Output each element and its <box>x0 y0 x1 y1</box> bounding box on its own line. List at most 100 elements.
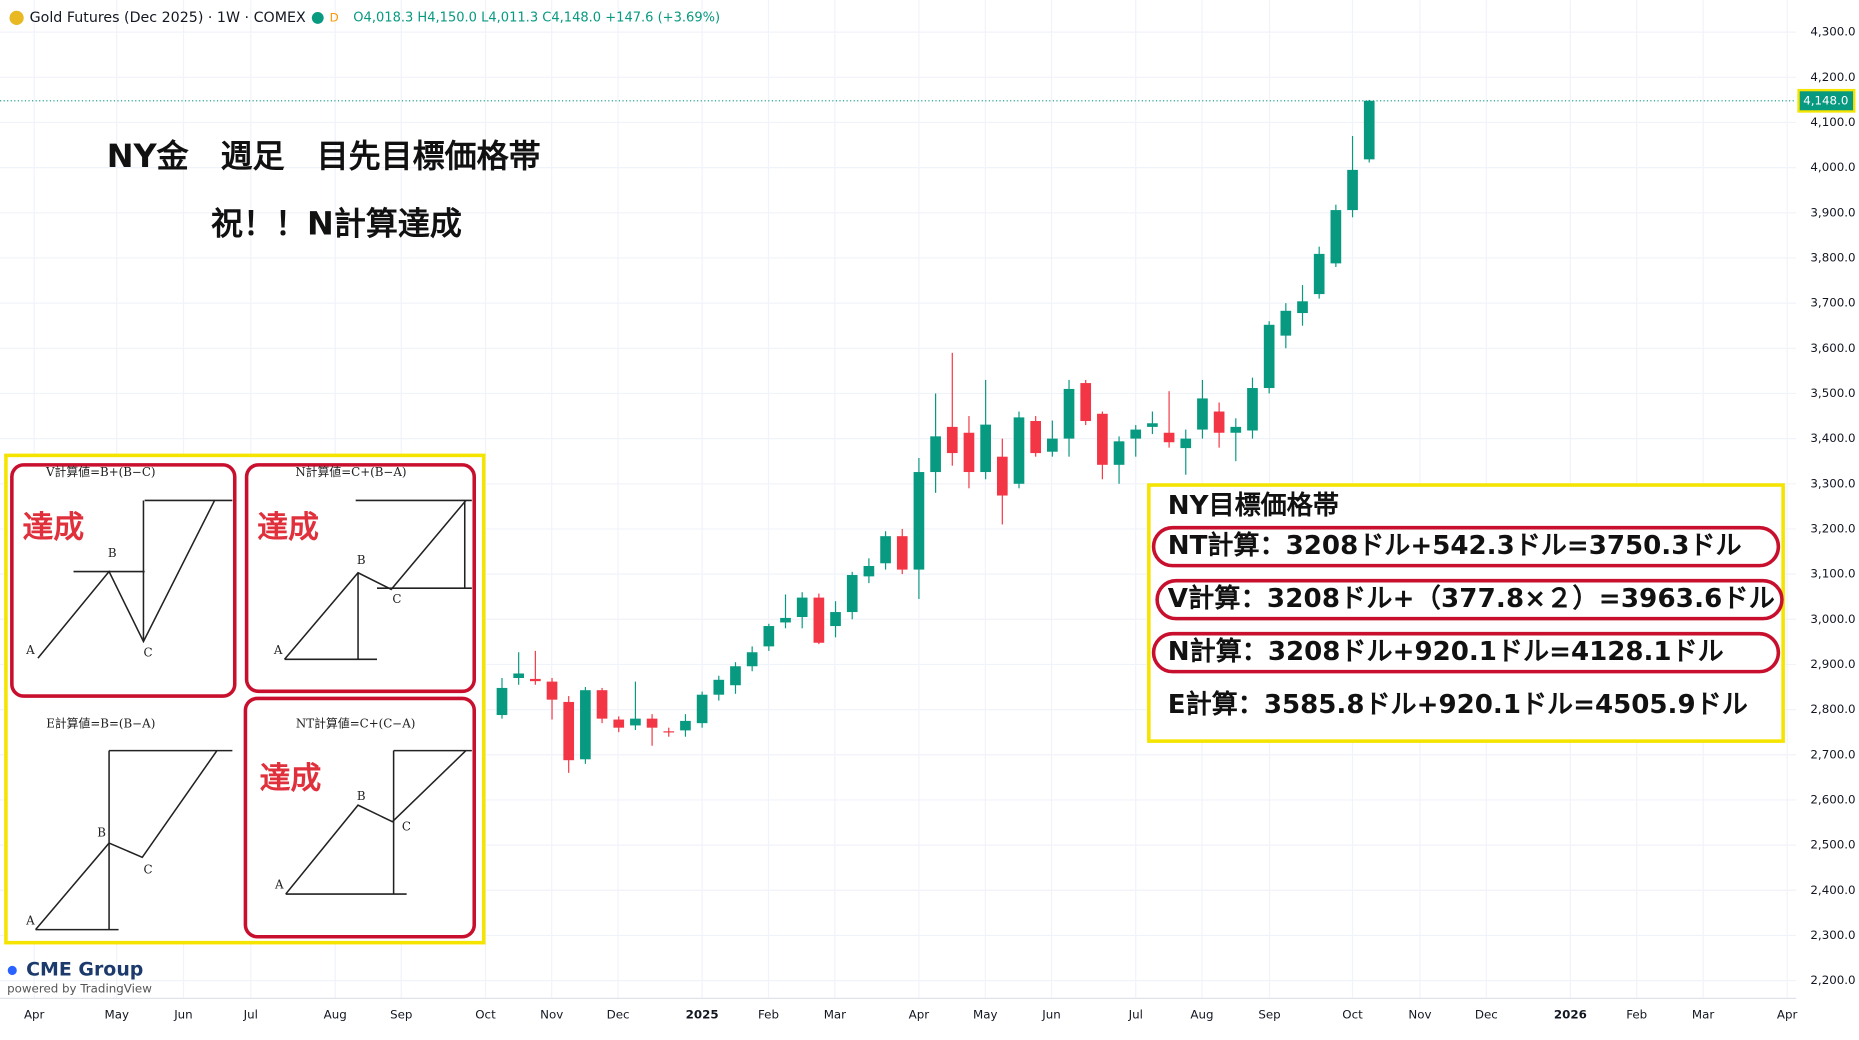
point-label: A <box>274 878 284 892</box>
candle-body <box>1363 100 1375 160</box>
panel-frame <box>244 463 477 694</box>
panel-frame <box>243 696 477 939</box>
x-tick-label: Oct <box>1342 1007 1363 1021</box>
candle-body <box>880 536 891 564</box>
y-tick-label: 3,900.0 <box>1810 205 1855 219</box>
point-label: C <box>392 592 401 606</box>
y-tick-label: 3,600.0 <box>1810 341 1855 355</box>
y-tick-label: 2,600.0 <box>1810 792 1855 806</box>
candle-body <box>496 687 508 716</box>
x-tick-label: Jul <box>243 1007 258 1021</box>
inset: V計算値=B+(B−C) A B C 達成 N計算値=C+(B−A) A B C 達成 E計算値=B… <box>4 453 486 945</box>
candle-body <box>980 424 991 473</box>
x-tick-label: Dec <box>607 1007 630 1021</box>
x-tick-label: 2026 <box>1554 1007 1587 1021</box>
candle-body <box>996 456 1008 496</box>
candle-body <box>663 731 675 733</box>
delay-badge: D <box>330 10 339 24</box>
candle-body <box>1263 324 1275 389</box>
y-tick-label: 2,400.0 <box>1810 883 1855 897</box>
x-tick-label: 2025 <box>686 1007 719 1021</box>
highlight-ring <box>1155 578 1784 621</box>
candle-body <box>730 666 741 686</box>
wave-line <box>285 750 467 895</box>
candle-body <box>813 597 825 643</box>
point-label: B <box>357 553 366 567</box>
x-tick-label: Feb <box>758 1007 779 1021</box>
x-tick-label: Apr <box>1777 1007 1798 1021</box>
candle-body <box>580 690 591 760</box>
candle-body <box>1147 423 1158 427</box>
candle-body <box>613 719 625 728</box>
x-tick-label: Aug <box>324 1007 347 1021</box>
point-label: B <box>97 826 106 840</box>
x-tick-label: May <box>104 1007 128 1021</box>
y-tick-label: 3,300.0 <box>1810 476 1855 490</box>
x-tick-label: Mar <box>824 1007 846 1021</box>
candle-body <box>546 681 558 700</box>
candle-body <box>530 678 541 682</box>
candle-body <box>863 565 875 577</box>
y-tick-label: 4,300.0 <box>1810 25 1855 39</box>
panel-formula: E計算値=B=(B−A) <box>46 717 155 731</box>
symbol-title: Gold Futures (Dec 2025) · 1W · COMEX <box>30 10 306 26</box>
price-tag-label: 4,148.0 <box>1803 93 1848 107</box>
candle-body <box>1163 432 1175 443</box>
point-label: B <box>108 546 117 560</box>
y-tick-label: 3,500.0 <box>1810 386 1855 400</box>
candle-body <box>830 612 841 627</box>
price-tag <box>1797 88 1856 113</box>
candle-body <box>646 718 658 728</box>
y-tick-label: 4,100.0 <box>1810 115 1855 129</box>
target-row: V計算：3208ドル+（377.8×２）=3963.6ドル <box>1168 583 1775 614</box>
y-tick-label: 2,800.0 <box>1810 702 1855 716</box>
candle-body <box>1030 421 1042 454</box>
candle-body <box>1063 388 1075 439</box>
candle-body <box>596 690 608 719</box>
y-tick-label: 3,000.0 <box>1810 612 1855 626</box>
x-tick-label: Oct <box>475 1007 496 1021</box>
point-label: C <box>402 820 411 834</box>
y-tick-label: 2,900.0 <box>1810 657 1855 671</box>
y-tick-label: 3,200.0 <box>1810 521 1855 535</box>
ohlc: O4,018.3 H4,150.0 L4,011.3 C4,148.0 +147… <box>353 10 720 25</box>
candle-body <box>896 536 908 570</box>
y-tick-label: 2,500.0 <box>1810 838 1855 852</box>
candle-body <box>1313 253 1325 295</box>
x-tick-label: Nov <box>1408 1007 1431 1021</box>
candle-body <box>1113 441 1125 465</box>
panel-formula: NT計算値=C+(C−A) <box>296 717 415 731</box>
y-tick-label: 4,200.0 <box>1810 70 1855 84</box>
target-box: NY目標価格帯 NT計算：3208ドル+542.3ドル=3750.3ドル V計算：… <box>1147 483 1785 743</box>
panel-frame <box>10 463 237 698</box>
x-tick-label: Apr <box>24 1007 45 1021</box>
candle-body <box>1330 210 1342 264</box>
candle-body <box>1013 417 1025 484</box>
point-label: A <box>25 913 35 927</box>
x-tick-label: Apr <box>909 1007 930 1021</box>
candle-body <box>746 652 758 667</box>
candle-body <box>946 426 958 454</box>
point-label: B <box>357 789 366 803</box>
x-tick-label: Jun <box>1041 1007 1061 1021</box>
point-label: C <box>143 645 152 659</box>
candle-body <box>1197 398 1208 430</box>
candle-body <box>1247 388 1258 431</box>
wave-line <box>34 750 218 931</box>
branding-powered: powered by TradingView <box>7 981 152 995</box>
candle-body <box>1097 413 1108 465</box>
highlight-ring <box>1151 631 1781 674</box>
candle-body <box>1280 310 1292 336</box>
candle-body <box>1080 383 1092 422</box>
x-tick-label: Jun <box>173 1007 193 1021</box>
candle-body <box>1347 169 1358 211</box>
candle-body <box>963 432 975 473</box>
candle-body <box>696 694 708 724</box>
x-tick-label: Sep <box>1258 1007 1280 1021</box>
x-tick-label: Mar <box>1692 1007 1714 1021</box>
achieved-badge: 達成 <box>257 509 319 545</box>
symbol-icon <box>9 10 24 26</box>
candle-body <box>1297 301 1308 314</box>
candle-body <box>680 720 691 731</box>
